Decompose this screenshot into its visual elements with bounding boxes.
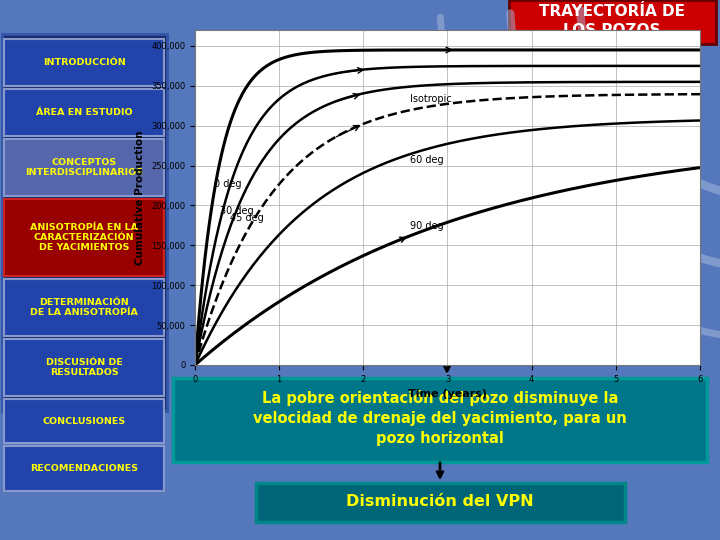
Text: INTRODUCCIÓN: INTRODUCCIÓN xyxy=(42,58,125,67)
FancyBboxPatch shape xyxy=(4,399,164,443)
FancyBboxPatch shape xyxy=(256,483,625,522)
FancyBboxPatch shape xyxy=(173,378,707,462)
Text: DISCUSIÓN DE
RESULTADOS: DISCUSIÓN DE RESULTADOS xyxy=(45,358,122,377)
FancyBboxPatch shape xyxy=(2,34,167,411)
FancyBboxPatch shape xyxy=(4,279,164,336)
Text: La pobre orientación del pozo disminuye la
velocidad de drenaje del yacimiento, : La pobre orientación del pozo disminuye … xyxy=(253,390,627,446)
Y-axis label: Cumulative Production: Cumulative Production xyxy=(135,130,145,265)
Text: CONCEPTOS
INTERDISCIPLINARIOS: CONCEPTOS INTERDISCIPLINARIOS xyxy=(25,158,143,177)
FancyBboxPatch shape xyxy=(4,39,164,86)
Text: ÁREA EN ESTUDIO: ÁREA EN ESTUDIO xyxy=(36,108,132,117)
FancyBboxPatch shape xyxy=(4,339,164,396)
Text: 45 deg: 45 deg xyxy=(230,213,264,223)
Text: CONCLUSIONES: CONCLUSIONES xyxy=(42,416,125,426)
Text: ANISOTROPÍA EN LA
CARACTERIZACIÓN
DE YACIMIENTOS: ANISOTROPÍA EN LA CARACTERIZACIÓN DE YAC… xyxy=(30,222,138,252)
Text: DETERMINACIÓN
DE LA ANISOTROPÍA: DETERMINACIÓN DE LA ANISOTROPÍA xyxy=(30,298,138,317)
Text: 60 deg: 60 deg xyxy=(410,156,444,165)
Text: 0 deg: 0 deg xyxy=(214,179,241,190)
FancyBboxPatch shape xyxy=(509,0,716,44)
FancyBboxPatch shape xyxy=(4,199,164,276)
Text: 30 deg: 30 deg xyxy=(220,206,254,215)
X-axis label: Time (years): Time (years) xyxy=(408,389,487,399)
FancyBboxPatch shape xyxy=(4,89,164,136)
Text: Isotropic: Isotropic xyxy=(410,94,451,104)
Text: Disminución del VPN: Disminución del VPN xyxy=(346,494,534,509)
Text: RECOMENDACIONES: RECOMENDACIONES xyxy=(30,464,138,473)
Text: 90 deg: 90 deg xyxy=(410,221,444,231)
FancyBboxPatch shape xyxy=(4,446,164,491)
Text: TRAYECTORÍA DE
LOS POZOS: TRAYECTORÍA DE LOS POZOS xyxy=(539,4,685,38)
FancyBboxPatch shape xyxy=(4,139,164,196)
